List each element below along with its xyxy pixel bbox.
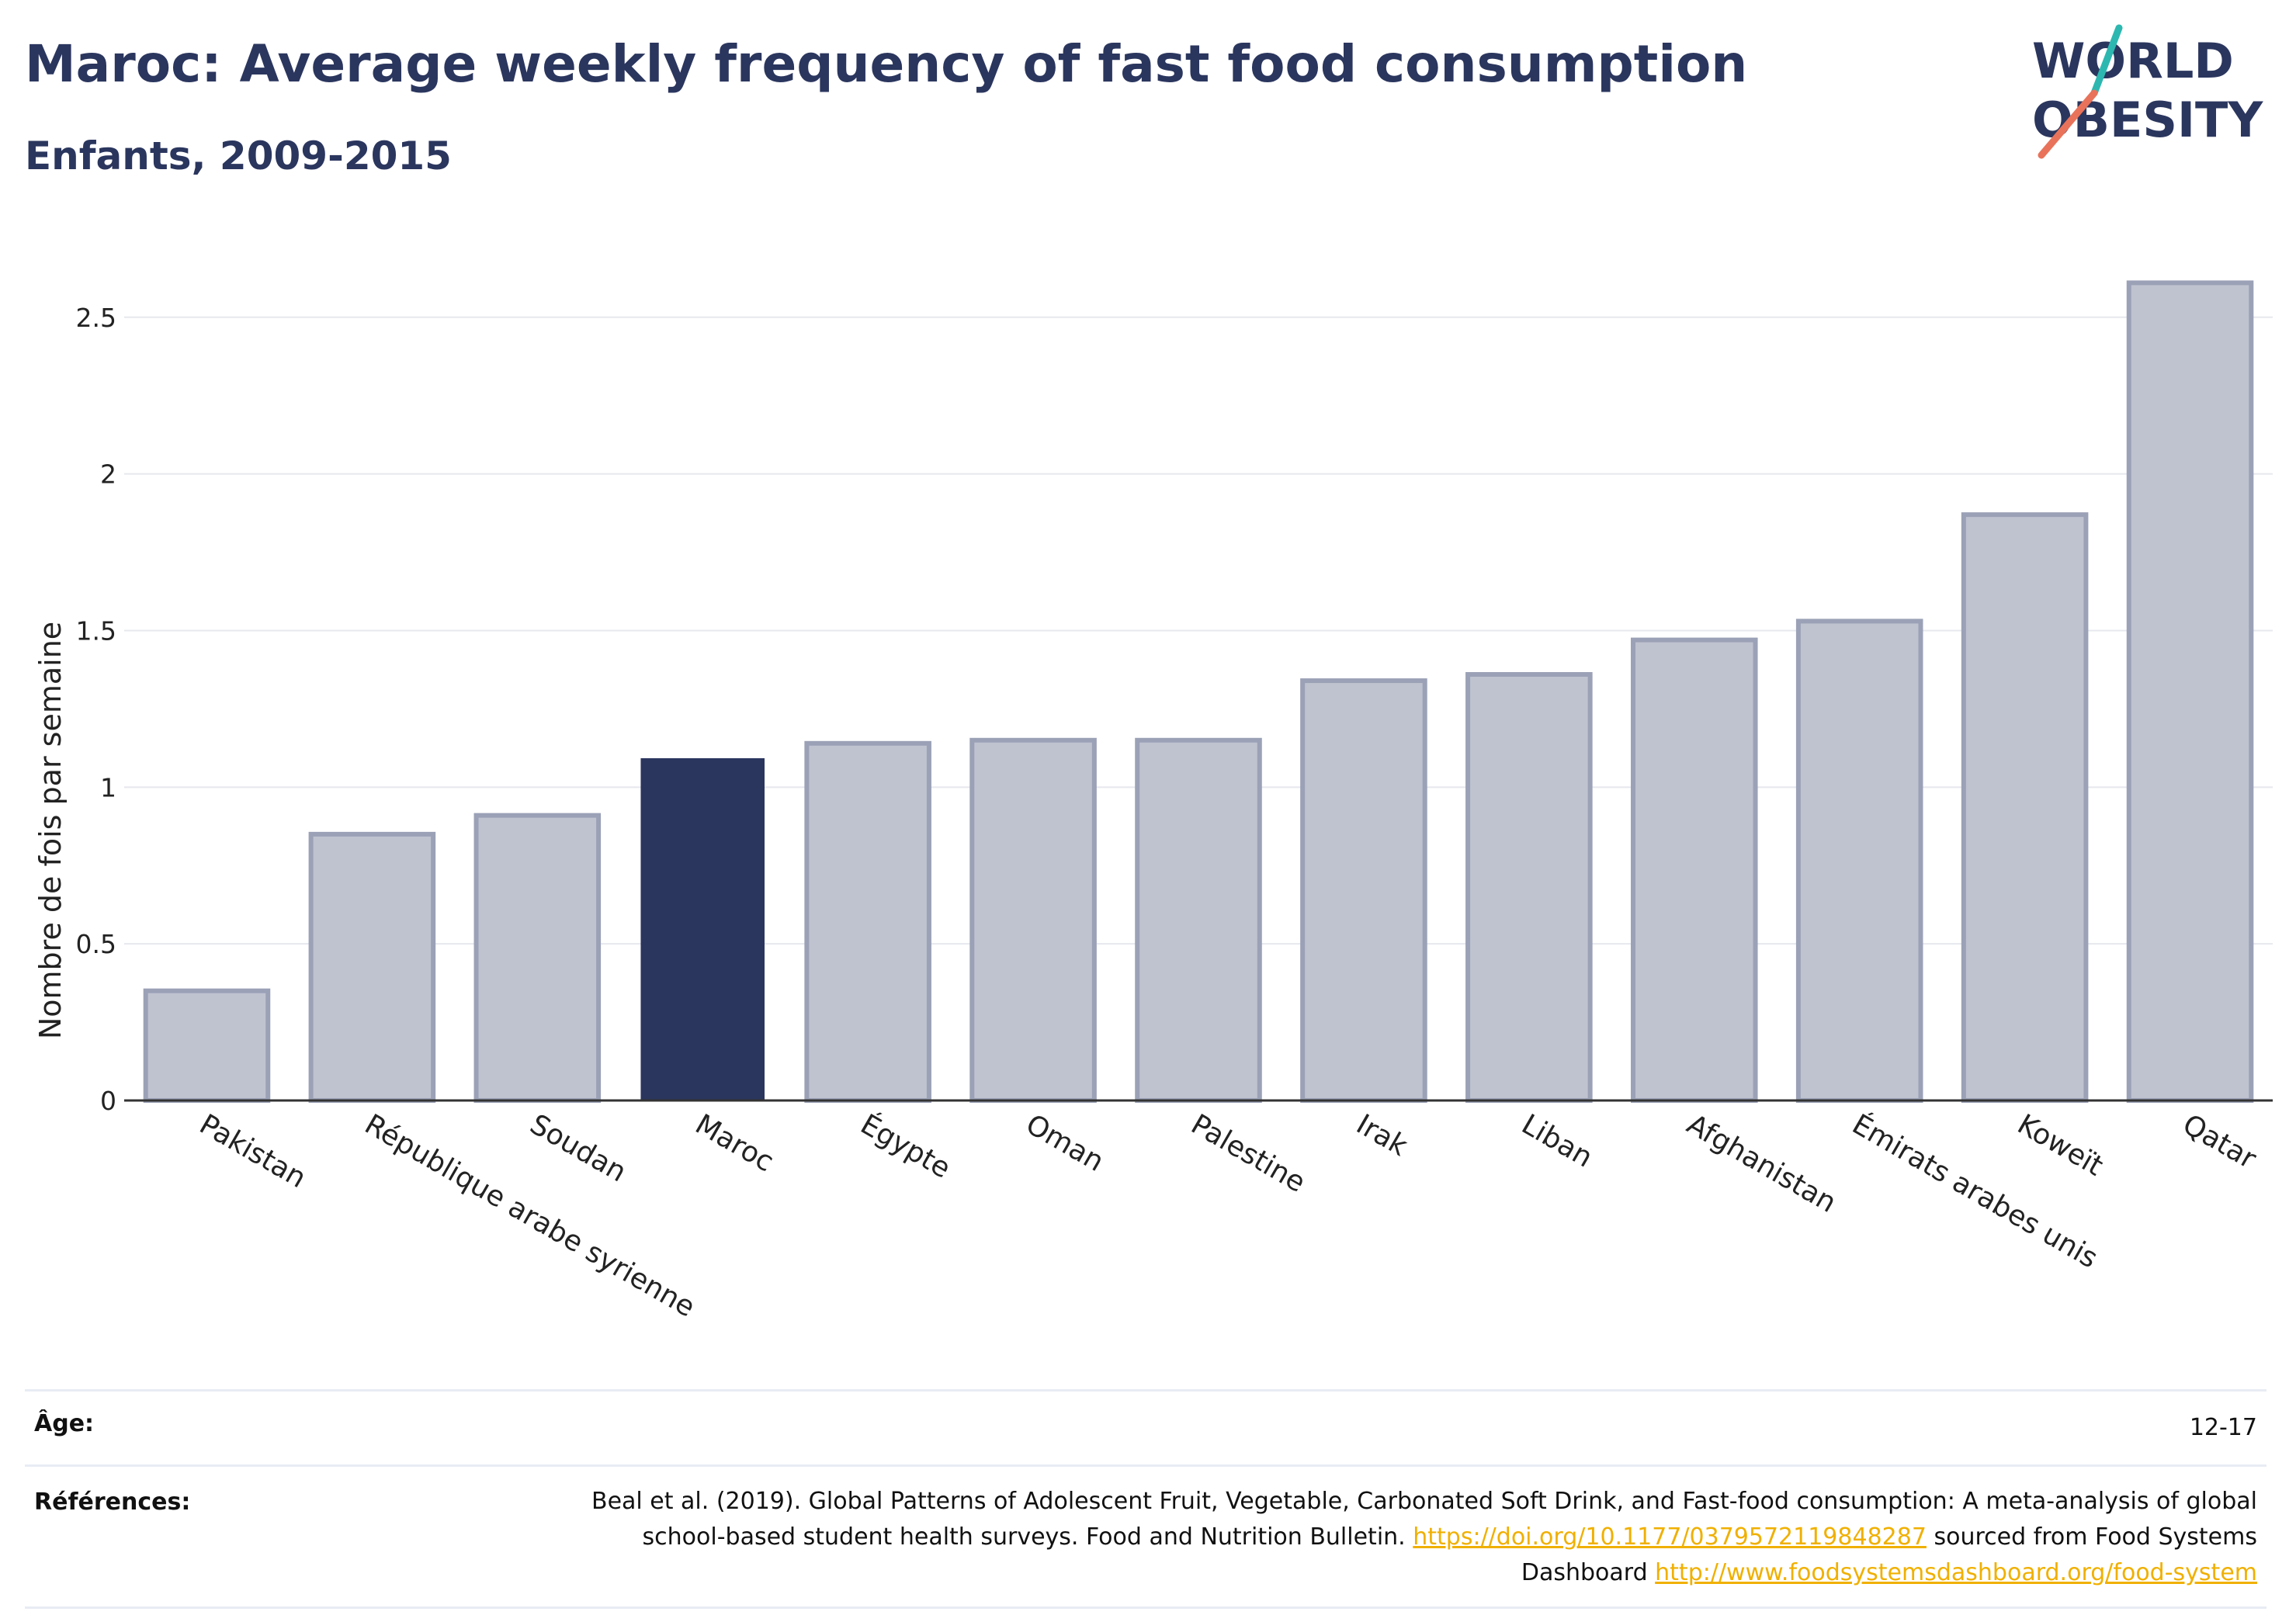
x-tick-label: Pakistan — [194, 1108, 311, 1194]
chart-subtitle: Enfants, 2009-2015 — [25, 133, 452, 178]
chart-title: Maroc: Average weekly frequency of fast … — [25, 34, 1748, 94]
doi-link[interactable]: https://doi.org/10.1177/0379572119848287 — [1413, 1523, 1927, 1551]
y-axis-label: Nombre de fois par semaine — [33, 622, 68, 1039]
bar-afghanistan[interactable] — [1630, 637, 1758, 1103]
y-tick-label: 2 — [100, 459, 116, 490]
bar-qatar[interactable] — [2126, 280, 2254, 1103]
bar-soudan[interactable] — [473, 813, 602, 1103]
x-tick-label: République arabe syrienne — [359, 1108, 700, 1323]
y-tick-label: 1.5 — [76, 615, 116, 646]
y-tick-label: 0.5 — [76, 929, 116, 959]
bar-irak[interactable] — [1300, 678, 1427, 1103]
bar-oman[interactable] — [969, 737, 1097, 1103]
bar-maroc[interactable] — [640, 757, 765, 1102]
x-tick-label: Soudan — [525, 1108, 632, 1188]
bar-chart: 0 0.5 1 1.5 2 2.5 Pakistan République arabe sy… — [33, 280, 2273, 1324]
logo-text-world: WORLD — [2032, 33, 2234, 89]
logo-slash-teal — [2090, 24, 2123, 97]
x-tick-label: Liban — [1516, 1108, 1597, 1173]
y-tick-label: 0 — [100, 1086, 116, 1116]
food-systems-dashboard-link[interactable]: http://www.foodsystemsdashboard.org/food… — [1655, 1559, 2257, 1586]
references-text: Beal et al. (2019). Global Patterns of A… — [550, 1484, 2257, 1591]
x-tick-label: Afghanistan — [1681, 1108, 1841, 1219]
x-tick-label: Qatar — [2177, 1108, 2261, 1175]
x-tick-label: Oman — [1021, 1108, 1109, 1178]
bar-liban[interactable] — [1465, 672, 1593, 1103]
x-tick-label: Irak — [1351, 1108, 1413, 1163]
references-row: Références: Beal et al. (2019). Global P… — [25, 1464, 2267, 1609]
y-tick-label: 1 — [100, 772, 116, 802]
age-value: 12-17 — [2189, 1414, 2257, 1441]
x-tick-label: Palestine — [1186, 1108, 1311, 1199]
age-label: Âge: — [34, 1410, 95, 1437]
bar--mirats-arabes-unis[interactable] — [1795, 619, 1923, 1103]
bar-pakistan[interactable] — [143, 988, 271, 1104]
reference-citation: Beal et al. (2019). Global Patterns of A… — [591, 1488, 2257, 1551]
logo-slash-coral — [2038, 89, 2098, 159]
bar-r-publique-arabe-syrienne[interactable] — [308, 831, 436, 1103]
world-obesity-logo: WORLD OBESITY — [2032, 24, 2263, 159]
bars — [143, 280, 2254, 1104]
bar-kowe-t[interactable] — [1961, 512, 2089, 1103]
y-tick-labels: 0 0.5 1 1.5 2 2.5 — [76, 303, 116, 1116]
y-tick-label: 2.5 — [76, 303, 116, 333]
x-tick-label: Maroc — [690, 1108, 779, 1178]
age-row: Âge: 12-17 — [25, 1389, 2267, 1464]
bar--gypte[interactable] — [804, 740, 931, 1103]
chart-footer: Âge: 12-17 Références: Beal et al. (2019… — [25, 1389, 2267, 1609]
reference-source: sourced from Food Systems Dashboard — [1521, 1523, 2257, 1586]
references-label: Références: — [34, 1489, 191, 1516]
x-tick-label: Koweït — [2012, 1108, 2108, 1182]
x-tick-label: Égypte — [855, 1107, 956, 1184]
bar-palestine[interactable] — [1135, 737, 1262, 1103]
